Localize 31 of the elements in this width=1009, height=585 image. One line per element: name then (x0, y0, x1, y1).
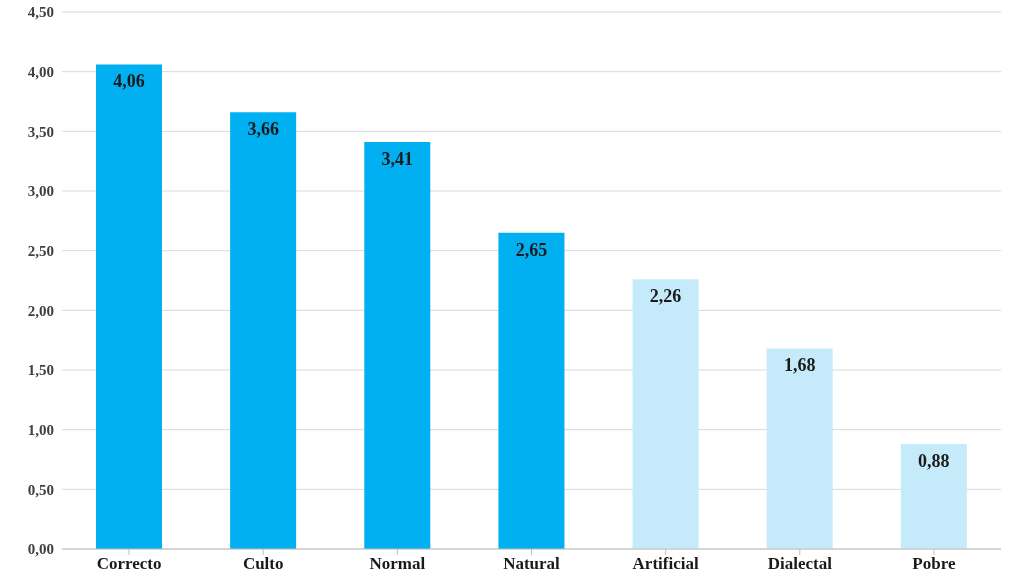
x-tick-label: Correcto (96, 554, 162, 574)
y-tick-label: 0,00 (27, 541, 54, 558)
data-label: 2,26 (649, 286, 682, 307)
bar (498, 232, 565, 549)
data-label: 0,88 (918, 450, 950, 471)
data-label: 1,68 (783, 355, 816, 376)
bar (364, 142, 431, 549)
data-label: 3,41 (381, 148, 414, 169)
bar (900, 443, 967, 549)
y-tick-label: 2,00 (27, 302, 54, 319)
bar (96, 64, 162, 549)
bar (766, 348, 833, 549)
x-tick-label: Artificial (632, 554, 699, 574)
bar (632, 279, 699, 549)
y-tick-label: 0,50 (27, 481, 54, 498)
x-tick-label: Culto (242, 554, 284, 574)
data-label: 3,66 (247, 119, 279, 140)
x-tick-label: Normal (369, 554, 426, 574)
y-tick-label: 1,00 (27, 421, 54, 438)
data-label: 4,06 (113, 71, 145, 92)
y-tick-label: 2,50 (27, 242, 54, 259)
x-tick-label: Pobre (912, 554, 956, 574)
bar (230, 112, 297, 549)
y-tick-label: 1,50 (27, 362, 54, 379)
x-tick-label: Dialectal (767, 554, 833, 574)
x-tick-label: Natural (503, 554, 561, 574)
y-tick-label: 3,50 (27, 123, 54, 140)
y-tick-label: 4,00 (27, 63, 54, 80)
data-label: 2,65 (515, 239, 548, 260)
y-tick-label: 4,50 (27, 4, 54, 21)
y-tick-label: 3,00 (27, 183, 54, 200)
